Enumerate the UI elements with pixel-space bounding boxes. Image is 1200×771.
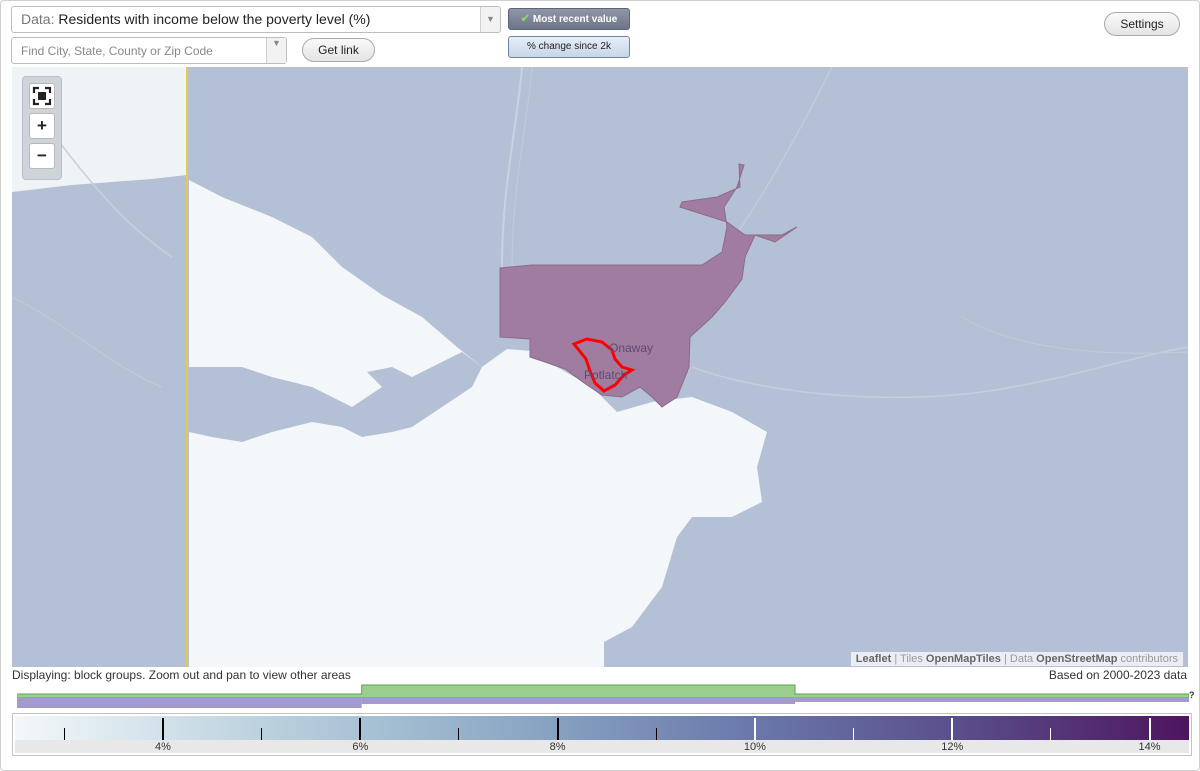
histogram-purple-bar: [795, 698, 1189, 702]
data-select-prefix: Data:: [21, 11, 55, 27]
histogram-green-bar: [17, 684, 1189, 699]
road: [12, 296, 163, 388]
legend-major-tick: [1148, 718, 1151, 740]
zoom-out-button[interactable]: −: [29, 143, 55, 169]
data-select[interactable]: Data: Residents with income below the po…: [11, 6, 501, 33]
legend-minor-tick: [458, 728, 460, 740]
road: [511, 67, 533, 268]
legend-minor-tick: [655, 728, 657, 740]
legend-label: 12%: [941, 741, 964, 753]
legend-label: 4%: [155, 741, 171, 753]
get-link-button[interactable]: Get link: [302, 38, 375, 62]
place-label-onaway: Onaway: [609, 341, 654, 355]
legend-minor-tick: [261, 728, 263, 740]
histogram-help[interactable]: ?: [1189, 690, 1195, 700]
distribution-histogram: [17, 684, 1189, 708]
most-recent-label: Most recent value: [532, 14, 618, 25]
legend-label: 10%: [743, 741, 766, 753]
legend-gradient: [15, 716, 1189, 740]
legend-major-tick: [161, 718, 164, 740]
road: [961, 316, 1188, 354]
attribution-contrib: contributors: [1117, 653, 1178, 665]
histogram-purple-bar: [361, 698, 796, 704]
percent-change-toggle[interactable]: % change since 2k: [508, 36, 630, 58]
road: [501, 67, 523, 268]
water-area: [189, 352, 482, 442]
legend-label-band: [15, 740, 1189, 753]
map-attribution: Leaflet | Tiles OpenMapTiles | Data Open…: [850, 652, 1183, 666]
legend-label: 14%: [1138, 741, 1161, 753]
legend-label: 6%: [352, 741, 369, 753]
legend-minor-tick: [1050, 728, 1052, 740]
selected-area-outline[interactable]: [571, 337, 636, 393]
most-recent-toggle[interactable]: ✔ Most recent value: [508, 8, 630, 30]
fullscreen-button[interactable]: [29, 83, 55, 109]
histogram-purple-bar: [17, 698, 362, 708]
displaying-text: Displaying: block groups. Zoom out and p…: [12, 668, 351, 682]
fullscreen-icon: [32, 86, 52, 106]
map[interactable]: Onaway Potlatch + − Leaflet | Tiles Open…: [12, 67, 1188, 667]
location-search[interactable]: ▼: [11, 37, 287, 64]
land-area-east: [189, 180, 767, 667]
openstreetmap-link[interactable]: OpenStreetMap: [1036, 653, 1118, 665]
road: [691, 346, 1188, 399]
leaflet-link[interactable]: Leaflet: [855, 653, 892, 665]
legend-label: 8%: [549, 741, 566, 753]
map-canvas: [12, 67, 1188, 667]
zoom-control: + −: [22, 76, 62, 180]
place-label-potlatch: Potlatch: [584, 368, 628, 382]
chevron-down-icon[interactable]: ▼: [480, 7, 500, 32]
openmaptiles-link[interactable]: OpenMapTiles: [925, 653, 1001, 665]
chevron-down-icon[interactable]: ▼: [266, 38, 286, 63]
attribution-sep: | Data: [1000, 653, 1037, 665]
settings-button[interactable]: Settings: [1104, 12, 1180, 36]
search-input[interactable]: [12, 38, 262, 63]
legend-minor-tick: [853, 728, 855, 740]
attribution-sep: | Tiles: [891, 653, 926, 665]
color-legend: 4% 6% 8% 10% 12% 14%: [12, 713, 1192, 756]
data-select-value: Residents with income below the poverty …: [58, 11, 371, 27]
legend-minor-tick: [63, 728, 65, 740]
legend-major-tick: [556, 718, 559, 740]
legend-major-tick: [359, 718, 362, 740]
zoom-in-button[interactable]: +: [29, 113, 55, 139]
legend-major-tick: [753, 718, 756, 740]
based-on-text: Based on 2000-2023 data: [1048, 668, 1187, 682]
check-icon: ✔: [520, 13, 530, 25]
legend-major-tick: [951, 718, 954, 740]
